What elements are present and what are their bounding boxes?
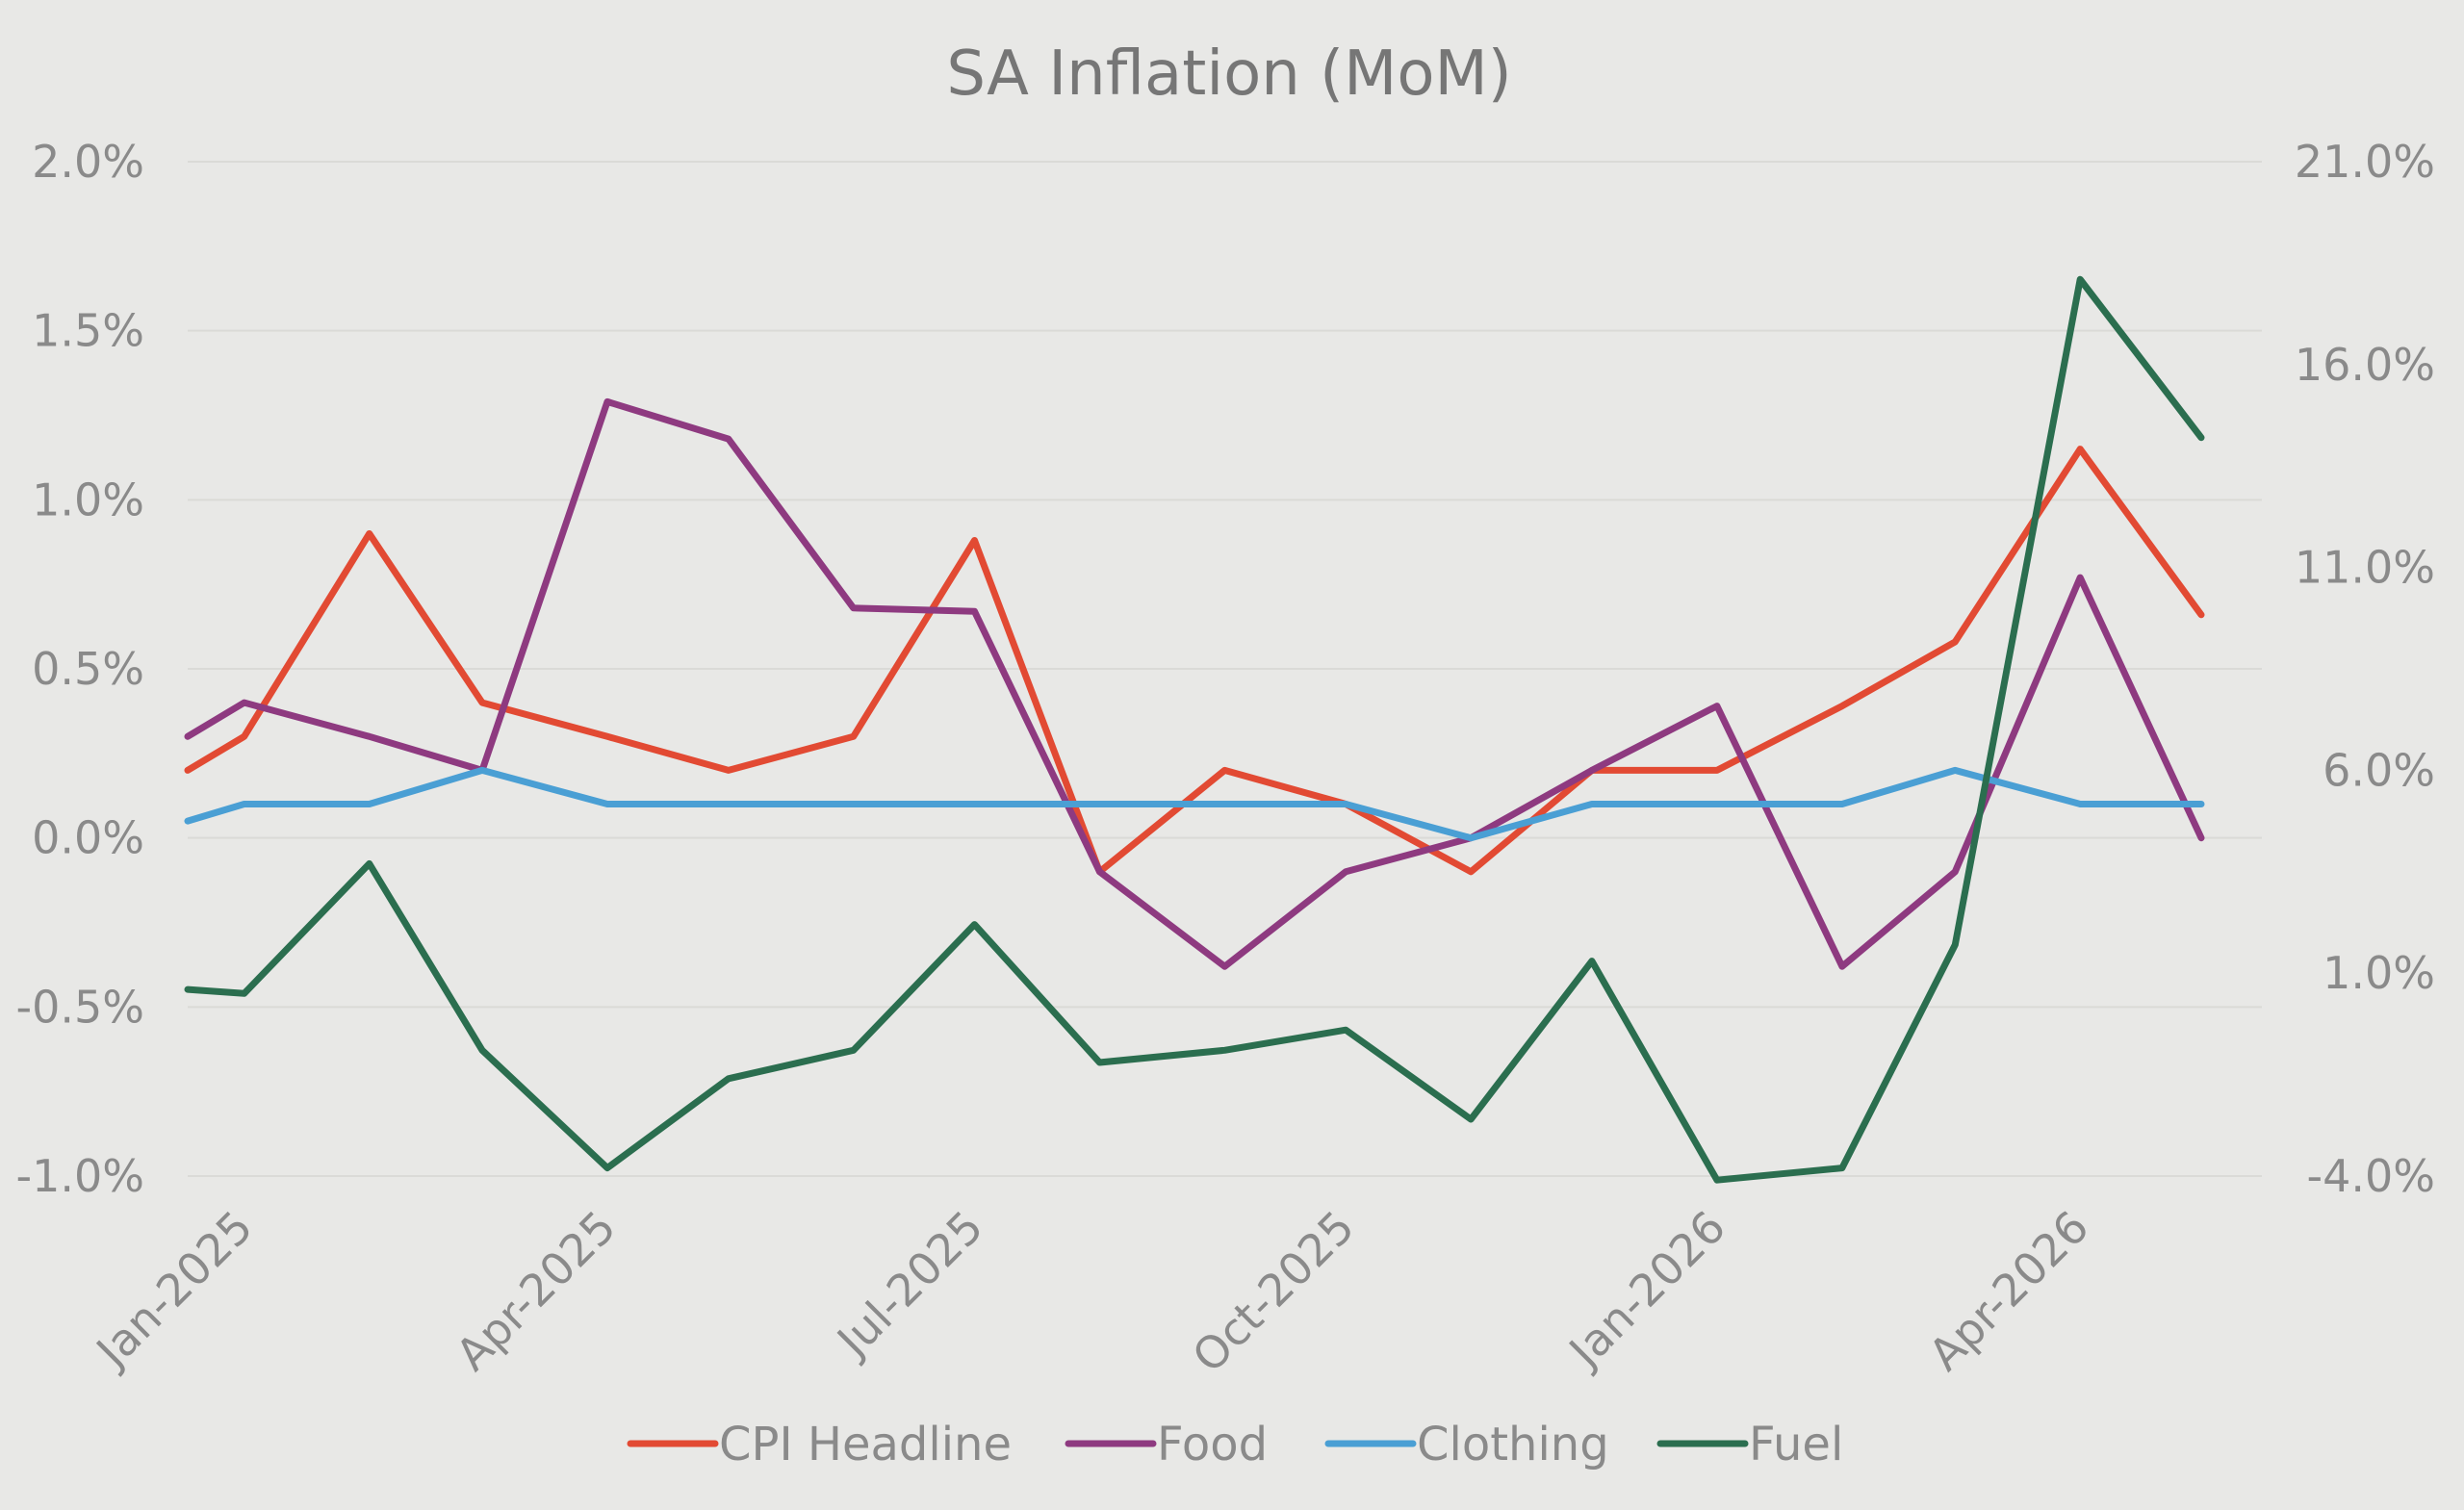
- right-y-tick-label: 16.0%: [2295, 339, 2435, 391]
- series-line-fuel: [184, 275, 2205, 1184]
- legend-item-food: Food: [1065, 1418, 1268, 1472]
- series-line-cpi-headline: [184, 446, 2205, 876]
- right-y-axis: 21.0% 16.0% 11.0% 6.0% 1.0% -4.0%: [2295, 136, 2435, 1202]
- x-tick-label: Jul-2025: [826, 1201, 993, 1369]
- left-y-tick-label: 0.5%: [32, 643, 144, 695]
- right-y-tick-label: 11.0%: [2295, 542, 2435, 594]
- x-axis: Jan-2025 Apr-2025 Jul-2025 Oct-2025 Jan-2026…: [85, 1201, 2098, 1383]
- x-tick-label: Jan-2025: [85, 1201, 263, 1379]
- legend-label: Food: [1157, 1418, 1268, 1472]
- legend: CPI Headline Food Clothing Fuel: [627, 1418, 1843, 1472]
- legend-item-fuel: Fuel: [1656, 1418, 1843, 1472]
- left-y-tick-label: 1.5%: [32, 305, 144, 357]
- right-y-tick-label: 21.0%: [2295, 136, 2435, 188]
- left-y-tick-label: -1.0%: [16, 1150, 144, 1202]
- left-y-tick-label: 2.0%: [32, 136, 144, 188]
- series-line-clothing: [184, 766, 2205, 842]
- right-y-tick-label: 1.0%: [2323, 947, 2435, 999]
- series-lines: [184, 275, 2205, 1184]
- x-tick-label: Apr-2025: [446, 1201, 626, 1381]
- x-tick-label: Jan-2026: [1557, 1201, 1735, 1379]
- left-y-tick-label: 1.0%: [32, 473, 144, 525]
- left-y-axis: 2.0% 1.5% 1.0% 0.5% 0.0% -0.5% -1.0%: [16, 136, 144, 1202]
- right-y-tick-label: -4.0%: [2307, 1150, 2435, 1202]
- gridlines: [188, 161, 2262, 1177]
- chart-title: SA Inflation (MoM): [946, 38, 1511, 110]
- left-y-tick-label: 0.0%: [32, 812, 144, 864]
- x-tick-label: Oct-2025: [1182, 1201, 1364, 1383]
- series-line-food: [184, 397, 2205, 970]
- x-tick-label: Apr-2026: [1918, 1201, 2098, 1381]
- left-y-tick-label: -0.5%: [16, 981, 144, 1033]
- legend-label: CPI Headline: [719, 1418, 1012, 1472]
- legend-label: Clothing: [1417, 1418, 1609, 1472]
- right-y-tick-label: 6.0%: [2323, 744, 2435, 796]
- legend-item-clothing: Clothing: [1324, 1418, 1609, 1472]
- legend-label: Fuel: [1749, 1418, 1843, 1472]
- legend-item-cpi-headline: CPI Headline: [627, 1418, 1012, 1472]
